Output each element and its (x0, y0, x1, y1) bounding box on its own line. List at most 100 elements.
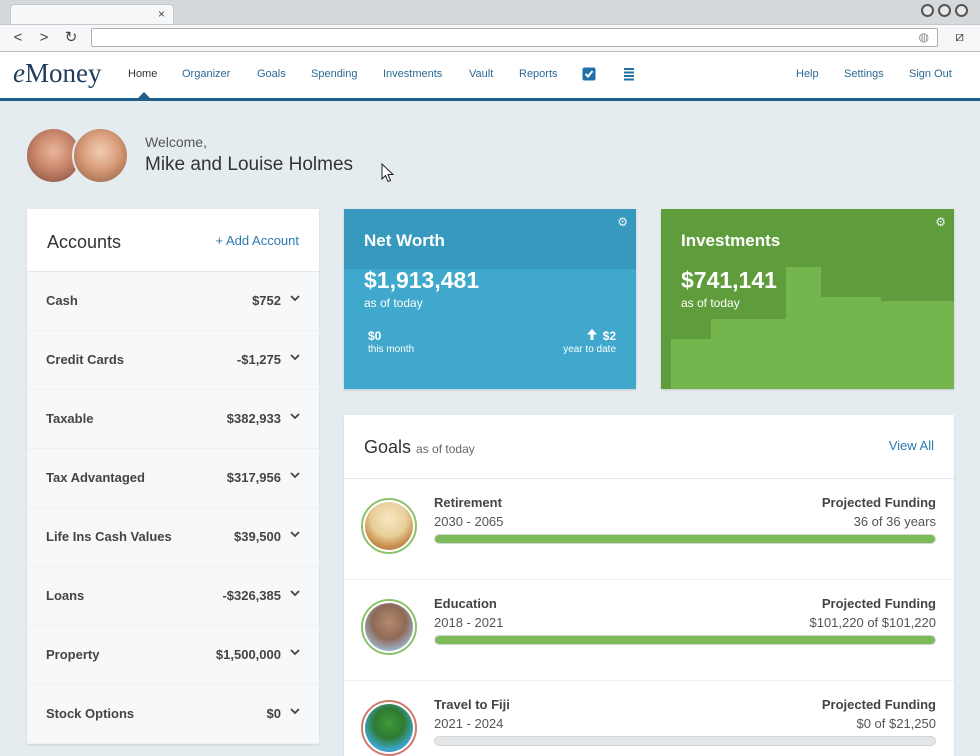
chevron-down-icon[interactable] (289, 469, 301, 481)
chevron-down-icon[interactable] (289, 705, 301, 717)
goal-funding-value: 36 of 36 years (853, 514, 936, 529)
window-close-icon[interactable] (955, 4, 968, 17)
account-value: $752 (252, 293, 281, 308)
back-icon[interactable]: < (13, 29, 23, 46)
welcome-greeting: Welcome, (145, 134, 207, 150)
add-account-button[interactable]: + Add Account (215, 233, 299, 248)
net-worth-title: Net Worth (364, 231, 445, 250)
goal-progress-fill (435, 535, 935, 543)
goal-funding-label: Projected Funding (821, 596, 936, 611)
goal-funding-label: Projected Funding (821, 495, 936, 510)
net-worth-ytd-label: year to date (563, 344, 616, 355)
account-row[interactable]: Loans -$326,385 (27, 567, 319, 626)
stack-icon[interactable] (622, 67, 636, 81)
nav-help[interactable]: Help (796, 68, 819, 80)
account-label: Stock Options (46, 706, 135, 721)
chevron-down-icon[interactable] (289, 292, 301, 304)
goal-item[interactable]: Travel to Fiji 2021 - 2024 Projected Fundi… (344, 681, 954, 756)
nav-investments[interactable]: Investments (383, 68, 443, 80)
net-worth-month-label: this month (368, 344, 415, 355)
extension-icon[interactable]: ⧄ (955, 29, 964, 45)
account-row[interactable]: Credit Cards -$1,275 (27, 331, 319, 390)
accounts-title: Accounts (47, 232, 122, 252)
active-nav-indicator (138, 92, 150, 98)
nav-home[interactable]: Home (128, 68, 158, 80)
account-row[interactable]: Tax Advantaged $317,956 (27, 449, 319, 508)
window-maximize-icon[interactable] (938, 4, 951, 17)
goal-image (361, 599, 417, 655)
account-label: Life Ins Cash Values (46, 529, 172, 544)
goal-name: Education (434, 596, 497, 611)
nav-organizer[interactable]: Organizer (182, 68, 231, 80)
gear-icon[interactable]: ⚙ (935, 215, 946, 229)
goal-item[interactable]: Education 2018 - 2021 Projected Funding $10… (344, 580, 954, 681)
account-row[interactable]: Cash $752 (27, 272, 319, 331)
investments-as-of: as of today (681, 296, 740, 310)
window-controls (921, 4, 968, 17)
nav-vault[interactable]: Vault (469, 68, 494, 80)
account-row[interactable]: Property $1,500,000 (27, 626, 319, 685)
emoney-logo[interactable]: eMoney (13, 58, 102, 88)
net-worth-header-band (344, 209, 636, 269)
account-label: Loans (46, 588, 85, 603)
forward-icon[interactable]: > (39, 29, 49, 46)
account-row[interactable]: Stock Options $0 (27, 685, 319, 744)
goal-funding-label: Projected Funding (821, 697, 936, 712)
investments-value: $741,141 (681, 267, 777, 293)
account-label: Cash (46, 293, 78, 308)
goals-subtitle: as of today (416, 442, 475, 456)
net-worth-ytd-value: $2 (602, 329, 616, 343)
browser-tab[interactable]: × (10, 4, 174, 24)
tab-close-icon[interactable]: × (157, 7, 165, 21)
chevron-down-icon[interactable] (289, 646, 301, 658)
accounts-list: Cash $752 Credit Cards -$1,275 Taxable $382,9… (27, 272, 319, 744)
investments-sparkline (661, 209, 954, 389)
goal-years: 2021 - 2024 (434, 716, 504, 731)
account-row[interactable]: Life Ins Cash Values $39,500 (27, 508, 319, 567)
goal-progress-bar (434, 736, 936, 746)
goals-panel: Goals as of today View All Retirement 203… (344, 415, 954, 756)
goal-item[interactable]: Retirement 2030 - 2065 Projected Funding 36… (344, 479, 954, 580)
account-value: $39,500 (234, 529, 281, 544)
goal-name: Retirement (434, 495, 502, 510)
goal-image (361, 498, 417, 554)
checkbox-icon[interactable] (582, 67, 596, 81)
nav-spending[interactable]: Spending (311, 68, 358, 80)
account-row[interactable]: Taxable $382,933 (27, 390, 319, 449)
account-label: Property (46, 647, 100, 662)
net-worth-as-of: as of today (364, 296, 423, 310)
goal-years: 2030 - 2065 (434, 514, 504, 529)
account-value: $317,956 (226, 470, 281, 485)
nav-settings[interactable]: Settings (844, 68, 884, 80)
address-bar[interactable]: ◍ (91, 28, 938, 47)
net-worth-card[interactable]: Net Worth ⚙ $1,913,481 as of today $0 th… (344, 209, 636, 389)
investments-title: Investments (681, 231, 781, 250)
mouse-cursor-icon (381, 163, 395, 183)
goal-image (361, 700, 417, 756)
account-value: $1,500,000 (215, 647, 281, 662)
arrow-up-icon (587, 329, 597, 340)
goals-title: Goals as of today (364, 437, 475, 457)
chevron-down-icon[interactable] (289, 410, 301, 422)
nav-sign-out[interactable]: Sign Out (909, 68, 952, 80)
goal-name: Travel to Fiji (434, 697, 510, 712)
goal-progress-bar (434, 534, 936, 544)
nav-reports[interactable]: Reports (519, 68, 558, 80)
view-all-goals-link[interactable]: View All (888, 438, 934, 453)
net-worth-value: $1,913,481 (364, 267, 480, 293)
browser-chrome: × < > ↻ ◍ ⧄ (0, 0, 980, 52)
window-minimize-icon[interactable] (921, 4, 934, 17)
chevron-down-icon[interactable] (289, 528, 301, 540)
chevron-down-icon[interactable] (289, 587, 301, 599)
account-label: Tax Advantaged (46, 470, 145, 485)
account-label: Taxable (46, 411, 94, 426)
account-value: -$1,275 (236, 352, 281, 367)
goals-header: Goals as of today View All (344, 415, 954, 479)
nav-goals[interactable]: Goals (257, 68, 286, 80)
investments-card[interactable]: Investments ⚙ $741,141 as of today (661, 209, 954, 389)
chevron-down-icon[interactable] (289, 351, 301, 363)
goal-progress-fill (435, 636, 935, 644)
accounts-panel: Accounts + Add Account Cash $752 Credit Ca… (27, 209, 319, 744)
reload-icon[interactable]: ↻ (64, 29, 78, 46)
gear-icon[interactable]: ⚙ (617, 215, 628, 229)
